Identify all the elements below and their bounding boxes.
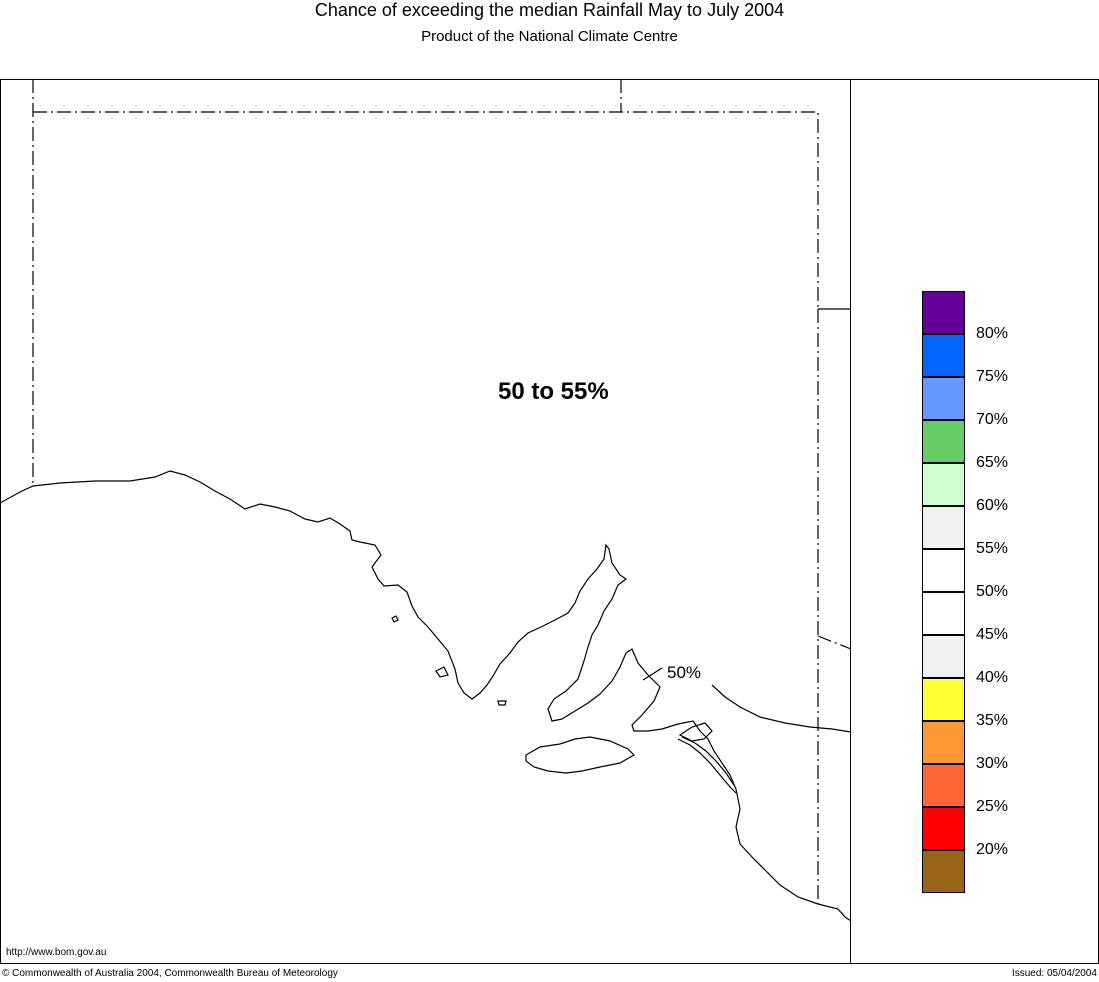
legend-swatch xyxy=(922,420,965,463)
legend-label: 65% xyxy=(976,454,1009,471)
legend-swatch xyxy=(922,463,965,506)
border-nsw-east xyxy=(817,635,851,650)
legend-swatch xyxy=(922,377,965,420)
issued-date: Issued: 05/04/2004 xyxy=(1011,968,1097,979)
map-canvas xyxy=(0,79,851,922)
legend-swatch xyxy=(922,291,965,334)
kangaroo-island xyxy=(525,736,635,774)
island-3 xyxy=(435,666,449,678)
contour-50-tail xyxy=(642,667,663,681)
legend-label: 70% xyxy=(976,411,1009,428)
legend-frame xyxy=(850,79,1099,964)
url-text: http://www.bom.gov.au xyxy=(6,947,107,958)
legend-label: 25% xyxy=(976,798,1009,815)
legend-label: 80% xyxy=(976,325,1009,342)
coorong xyxy=(677,738,737,794)
legend-swatch xyxy=(922,721,965,764)
legend-swatch xyxy=(922,807,965,850)
border-nt-north xyxy=(33,111,819,309)
legend-label: 35% xyxy=(976,712,1009,729)
coorong-inner xyxy=(681,736,735,786)
coastline xyxy=(0,470,851,922)
legend-swatch xyxy=(922,549,965,592)
legend-label: 30% xyxy=(976,755,1009,772)
legend-label: 75% xyxy=(976,368,1009,385)
contour-50 xyxy=(711,684,851,733)
legend-swatch xyxy=(922,850,965,893)
legend-swatch xyxy=(922,592,965,635)
legend-swatch xyxy=(922,635,965,678)
island-2 xyxy=(497,700,507,706)
legend-swatch xyxy=(922,334,965,377)
lake-alexandrina xyxy=(678,722,713,742)
island-1 xyxy=(391,615,399,623)
legend-swatch xyxy=(922,506,965,549)
legend-label: 20% xyxy=(976,841,1009,858)
map-title: Chance of exceeding the median Rainfall … xyxy=(314,0,785,20)
legend-swatch xyxy=(922,764,965,807)
legend-label: 40% xyxy=(976,669,1009,686)
legend-label: 60% xyxy=(976,497,1009,514)
contour-label: 50% xyxy=(667,663,702,682)
legend-swatch xyxy=(922,678,965,721)
region-probability-label: 50 to 55% xyxy=(498,378,609,405)
legend-label: 50% xyxy=(976,583,1009,600)
legend-label: 45% xyxy=(976,626,1009,643)
legend-label: 55% xyxy=(976,540,1009,557)
map-frame xyxy=(0,79,851,964)
map-subtitle: Product of the National Climate Centre xyxy=(421,28,678,45)
copyright-text: © Commonwealth of Australia 2004, Common… xyxy=(2,968,338,979)
